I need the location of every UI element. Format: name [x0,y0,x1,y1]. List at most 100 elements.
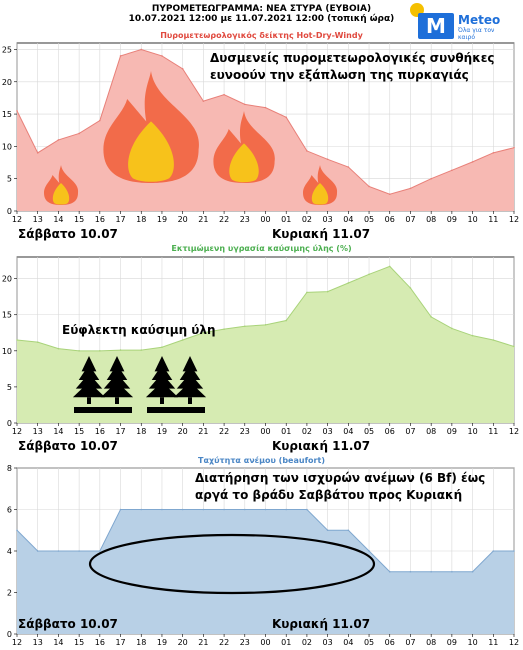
flame-inner [229,143,259,183]
data-point [202,100,205,102]
x-tick-label: 16 [95,427,105,436]
annotation-line-1: Εύφλεκτη καύσιμη ύλη [62,323,216,337]
annotation-line-2: ευνοούν την εξάπλωση της πυρκαγιάς [210,68,469,82]
y-tick-label: 5 [7,175,12,184]
tree-tier [75,373,103,389]
y-tick-label: 0 [7,207,12,216]
data-point [492,339,495,341]
chart-title: Πυρομετεωρολογικός δείκτης Hot-Dry-Windy [160,30,363,40]
y-tick-label: 2 [7,589,12,598]
tree-tier [173,381,207,398]
x-tick-label: 20 [178,638,188,647]
data-point [306,508,308,511]
data-point [36,152,39,154]
data-point [16,110,18,112]
x-tick-label: 12 [12,215,22,224]
data-point [388,570,391,573]
x-tick-label: 00 [260,638,270,647]
data-point [264,324,267,326]
tree-tier [145,381,179,398]
x-tick-label: 21 [198,427,208,436]
tree-tier [103,373,131,389]
data-point [223,93,225,96]
day-label-saturday: Σάββατο 10.07 [18,227,118,241]
data-point [57,550,60,552]
logo-box [418,13,454,39]
data-point [36,550,39,552]
y-tick-label: 20 [2,78,12,87]
data-point [347,282,350,284]
data-point [409,287,412,289]
data-point [471,334,474,337]
header-title: ΠΥΡΟΜΕΤΕΩΓΡΑΜΜΑ: ΝΕΑ ΣΤΥΡΑ (ΕΥΒΟΙΑ) [151,4,372,14]
data-point [368,550,370,552]
x-tick-label: 16 [95,638,105,647]
chart-panel-wind: Ταχύτητα ανέμου (beaufort) 12 13 14 15 16 17 18… [7,455,519,647]
x-tick-label: 07 [405,638,415,647]
x-tick-label: 09 [447,638,457,647]
data-point [492,550,495,552]
chart-title: Ταχύτητα ανέμου (beaufort) [198,455,325,465]
x-tick-label: 12 [509,427,519,436]
x-tick-label: 14 [53,215,63,224]
y-tick-label: 8 [7,464,12,473]
x-tick-label: 03 [323,215,333,224]
data-point [16,529,18,532]
data-point [223,508,225,511]
x-tick-label: 19 [157,215,167,224]
data-point [78,350,80,352]
data-point [119,349,122,351]
x-tick-label: 21 [198,638,208,647]
tree-pair [72,356,134,413]
x-tick-label: 23 [240,427,250,436]
x-tick-label: 01 [281,215,291,224]
x-tick-label: 06 [385,215,395,224]
x-tick-label: 08 [426,427,436,436]
y-tick-label: 6 [7,506,12,515]
data-point [119,508,122,511]
data-point [243,325,246,328]
chart-panel-hdw: Πυρομετεωρολογικός δείκτης Hot-Dry-Windy… [2,30,519,241]
data-point [223,328,225,330]
tree-tier [109,356,125,372]
logo-m-icon: M [426,14,446,38]
data-point [285,508,288,511]
y-tick-label: 10 [2,142,12,151]
flame-icon [213,111,275,183]
data-point [430,177,432,180]
day-label-sunday: Κυριακή 11.07 [272,227,370,241]
flame-icon [44,165,79,205]
data-point [492,152,495,154]
data-point [451,327,453,330]
x-tick-label: 18 [136,427,146,436]
data-point [78,132,80,135]
day-label-saturday: Σάββατο 10.07 [18,439,118,453]
tree-icon [72,356,106,404]
x-tick-label: 19 [157,638,167,647]
data-point [99,350,101,352]
flame-icon [103,71,199,183]
x-tick-label: 23 [240,638,250,647]
data-point [451,169,453,172]
x-tick-label: 07 [405,427,415,436]
x-tick-label: 10 [467,427,477,436]
data-point [451,570,453,573]
x-tick-label: 03 [323,427,333,436]
tree-tier [182,356,198,372]
y-tick-label: 4 [7,547,12,556]
data-point [326,529,329,532]
day-label-sunday: Κυριακή 11.07 [272,617,370,631]
x-tick-label: 01 [281,427,291,436]
data-point [306,150,308,152]
x-tick-label: 12 [509,638,519,647]
x-tick-label: 15 [74,215,84,224]
x-tick-label: 14 [53,638,63,647]
y-tick-label: 0 [7,419,12,428]
x-tick-label: 00 [260,215,270,224]
data-point [513,345,515,348]
tree-trunk [188,397,192,404]
data-point [430,316,432,318]
data-point [430,570,432,573]
x-tick-label: 03 [323,638,333,647]
annotation-line-1: Δυσμενείς πυρομετεωρολογικές συνθήκες [210,51,495,65]
